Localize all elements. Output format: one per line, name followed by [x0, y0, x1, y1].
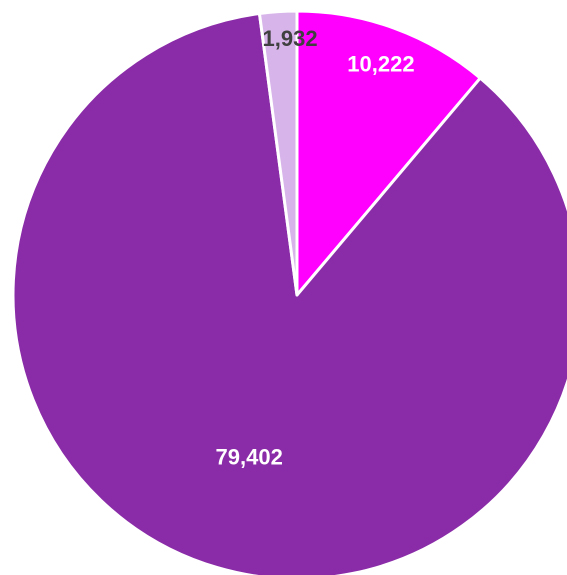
pie-slice	[295, 9, 482, 297]
pie-data-label: 79,402	[216, 444, 283, 469]
pie-slice	[11, 11, 567, 575]
pie-data-label: 1,932	[263, 26, 318, 51]
pie-data-labels: 10,222 79,402 1,932	[216, 26, 415, 470]
pie-slice	[257, 9, 299, 297]
pie-data-label: 10,222	[347, 51, 414, 76]
pie-slices	[11, 9, 567, 575]
